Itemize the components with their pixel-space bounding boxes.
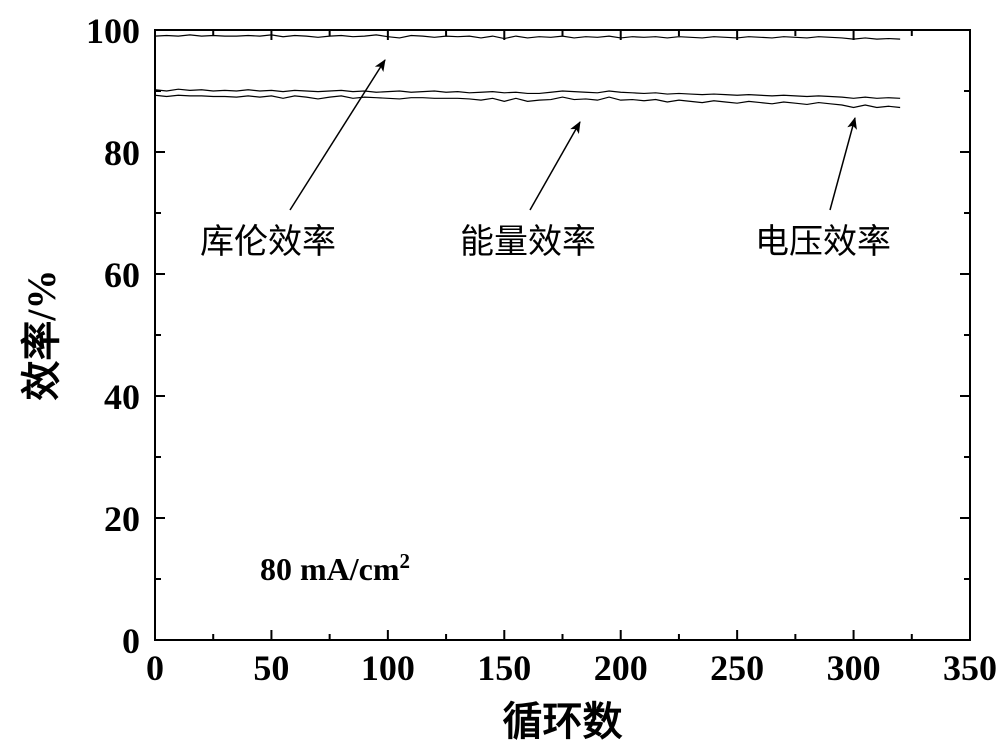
x-tick-label: 350 [943,648,997,688]
y-tick-label: 20 [104,499,140,539]
y-tick-label: 0 [122,621,140,661]
coulombic-label: 库伦效率 [200,223,336,261]
series-coulombic [155,35,900,39]
x-tick-label: 0 [146,648,164,688]
x-tick-label: 150 [477,648,531,688]
chart-svg: 0 50 100 150 200 250 300 350 0 20 40 60 80 100 循环数 效率/%… [0,0,1000,756]
energy-label-arrow [530,122,580,210]
y-tick-label: 40 [104,377,140,417]
y-axis-label: 效率/% [19,269,64,400]
x-tick-label: 50 [253,648,289,688]
voltage-label-arrow [830,118,855,210]
efficiency-chart: 0 50 100 150 200 250 300 350 0 20 40 60 80 100 循环数 效率/%… [0,0,1000,756]
x-tick-label: 300 [827,648,881,688]
x-tick-label: 100 [361,648,415,688]
voltage-label: 电压效率 [755,223,891,261]
series-energy [155,95,900,107]
x-axis-label: 循环数 [503,699,623,744]
current-density-label: 80 mA/cm2 [260,549,410,587]
coulombic-label-arrow [290,60,385,210]
y-tick-label: 60 [104,255,140,295]
x-tick-label: 250 [710,648,764,688]
y-tick-label: 80 [104,133,140,173]
x-tick-label: 200 [594,648,648,688]
plot-frame [155,30,970,640]
energy-label: 能量效率 [460,223,596,261]
y-tick-label: 100 [86,11,140,51]
